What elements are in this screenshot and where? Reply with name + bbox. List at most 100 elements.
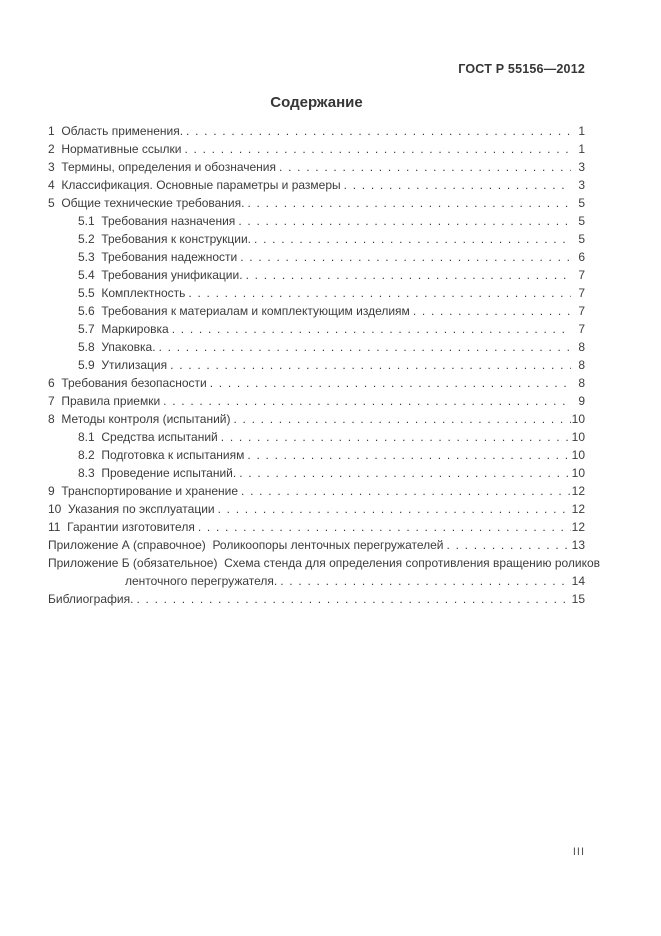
toc-entry: 10 Указания по эксплуатации. . . . . . .… bbox=[48, 500, 585, 518]
toc-entry: 5.5 Комплектность. . . . . . . . . . . .… bbox=[48, 284, 585, 302]
toc-entry-page: 5 bbox=[578, 232, 585, 246]
content-area: ГОСТ Р 55156—2012 Содержание 1 Область п… bbox=[48, 0, 600, 608]
toc-entry: 6 Требования безопасности. . . . . . . .… bbox=[48, 374, 585, 392]
toc-entry-label: 1 Область применения. bbox=[48, 124, 184, 138]
dot-leader: . . . . . . . . . . . . . . . . . . . . … bbox=[245, 268, 571, 282]
toc-entry-page: 10 bbox=[571, 466, 585, 480]
toc-entry-label: Библиография. bbox=[48, 592, 134, 606]
toc-entry-label: 5.8 Упаковка. bbox=[78, 340, 156, 354]
toc-entry: 11 Гарантии изготовителя. . . . . . . . … bbox=[48, 518, 585, 536]
toc-entry: 5.7 Маркировка. . . . . . . . . . . . . … bbox=[48, 320, 585, 338]
toc-entry-label: 5.3 Требования надежности bbox=[78, 250, 238, 264]
toc-entry-label: 5.2 Требования к конструкции. bbox=[78, 232, 252, 246]
toc-entry-label: 8 Методы контроля (испытаний) bbox=[48, 412, 231, 426]
toc-entry-label: 11 Гарантии изготовителя bbox=[48, 520, 195, 534]
toc-entry-label: 5.4 Требования унификации. bbox=[78, 268, 243, 282]
dot-leader: . . . . . . . . . . . . . . . . . . . . … bbox=[254, 232, 571, 246]
toc-entry: 8.1 Средства испытаний. . . . . . . . . … bbox=[48, 428, 585, 446]
toc-entry-label: 9 Транспортирование и хранение bbox=[48, 484, 239, 498]
page-number: III bbox=[572, 846, 585, 858]
toc-entry-page: 13 bbox=[571, 538, 585, 552]
toc-entry: 5.3 Требования надежности. . . . . . . .… bbox=[48, 248, 585, 266]
dot-leader: . . . . . . . . . . . . . . . . . . . . … bbox=[220, 430, 571, 444]
toc-entry-page: 5 bbox=[578, 214, 585, 228]
toc-entry: 4 Классификация. Основные параметры и ра… bbox=[48, 176, 585, 194]
dot-leader: . . . . . . . . . . . . . . . . . . . . … bbox=[238, 214, 571, 228]
dot-leader: . . . . . . . . . . . . . . . . . . . . … bbox=[279, 160, 571, 174]
toc-entry-page: 14 bbox=[571, 574, 585, 588]
toc-entry-page: 8 bbox=[578, 358, 585, 372]
toc-entry-page: 7 bbox=[578, 304, 585, 318]
dot-leader: . . . . . . . . . . . . . . . . . . . . … bbox=[171, 322, 571, 336]
dot-leader: . . . . . . . . . . . . . . . . . . . . … bbox=[239, 466, 571, 480]
toc-entry-label: 2 Нормативные ссылки bbox=[48, 142, 182, 156]
dot-leader: . . . . . . . . . . . . . . . . . . . . … bbox=[412, 304, 571, 318]
dot-leader: . . . . . . . . . . . . . . . . . . . . … bbox=[188, 286, 571, 300]
toc-entry: 5.9 Утилизация. . . . . . . . . . . . . … bbox=[48, 356, 585, 374]
dot-leader: . . . . . . . . . . . . . . . . . . . . … bbox=[217, 502, 571, 516]
toc-entry-page: 12 bbox=[571, 484, 585, 498]
toc-list: 1 Область применения.. . . . . . . . . .… bbox=[48, 122, 600, 608]
toc-entry-page: 7 bbox=[578, 268, 585, 282]
toc-entry: 8.3 Проведение испытаний.. . . . . . . .… bbox=[48, 464, 585, 482]
dot-leader: . . . . . . . . . . . . . . . . . . . . … bbox=[186, 124, 571, 138]
toc-entry-page: 10 bbox=[571, 412, 585, 426]
toc-entry-label: 5.9 Утилизация bbox=[78, 358, 168, 372]
dot-leader: . . . . . . . . . . . . . . . . . . . . … bbox=[241, 484, 571, 498]
toc-entry-label: 5.5 Комплектность bbox=[78, 286, 186, 300]
toc-entry: 5.2 Требования к конструкции.. . . . . .… bbox=[48, 230, 585, 248]
toc-entry: 9 Транспортирование и хранение. . . . . … bbox=[48, 482, 585, 500]
toc-entry-page: 6 bbox=[578, 250, 585, 264]
dot-leader: . . . . . . . . . . . . . . . . . . . . … bbox=[240, 250, 571, 264]
toc-entry: Приложение Б (обязательное) Схема стенда… bbox=[48, 554, 600, 572]
toc-entry-page: 15 bbox=[571, 592, 585, 606]
dot-leader: . . . . . . . . . . . . . . . . . . . . … bbox=[197, 520, 571, 534]
toc-entry-label: 5 Общие технические требования. bbox=[48, 196, 245, 210]
toc-entry-label: 7 Правила приемки bbox=[48, 394, 161, 408]
toc-entry-page: 8 bbox=[578, 340, 585, 354]
toc-entry: Приложение А (справочное) Роликоопоры ле… bbox=[48, 536, 585, 554]
toc-entry: 5 Общие технические требования.. . . . .… bbox=[48, 194, 585, 212]
dot-leader: . . . . . . . . . . . . . . . . . . . . … bbox=[446, 538, 571, 552]
toc-entry: 5.1 Требования назначения. . . . . . . .… bbox=[48, 212, 585, 230]
toc-entry: 5.4 Требования унификации.. . . . . . . … bbox=[48, 266, 585, 284]
toc-entry-page: 7 bbox=[578, 322, 585, 336]
toc-entry-page: 1 bbox=[578, 124, 585, 138]
toc-entry-page: 12 bbox=[571, 502, 585, 516]
toc-entry-label: 6 Требования безопасности bbox=[48, 376, 207, 390]
toc-entry-page: 3 bbox=[578, 160, 585, 174]
dot-leader: . . . . . . . . . . . . . . . . . . . . … bbox=[170, 358, 571, 372]
toc-entry-label: ленточного перегружателя. bbox=[125, 574, 278, 588]
dot-leader: . . . . . . . . . . . . . . . . . . . . … bbox=[136, 592, 571, 606]
toc-entry: 8 Методы контроля (испытаний). . . . . .… bbox=[48, 410, 585, 428]
toc-entry: Библиография.. . . . . . . . . . . . . .… bbox=[48, 590, 585, 608]
toc-entry-label: 8.3 Проведение испытаний. bbox=[78, 466, 237, 480]
toc-entry-page: 7 bbox=[578, 286, 585, 300]
toc-entry-page: 12 bbox=[571, 520, 585, 534]
toc-entry-label: 5.6 Требования к материалам и комплектую… bbox=[78, 304, 410, 318]
toc-entry-page: 1 bbox=[578, 142, 585, 156]
toc-entry-label: 8.1 Средства испытаний bbox=[78, 430, 218, 444]
dot-leader: . . . . . . . . . . . . . . . . . . . . … bbox=[247, 196, 571, 210]
toc-entry: 5.6 Требования к материалам и комплектую… bbox=[48, 302, 585, 320]
toc-entry-page: 9 bbox=[578, 394, 585, 408]
toc-entry-page: 10 bbox=[571, 448, 585, 462]
toc-entry: 8.2 Подготовка к испытаниям. . . . . . .… bbox=[48, 446, 585, 464]
toc-entry-label: 5.7 Маркировка bbox=[78, 322, 169, 336]
toc-entry-label: 10 Указания по эксплуатации bbox=[48, 502, 215, 516]
toc-entry-page: 5 bbox=[578, 196, 585, 210]
toc-entry-label: 5.1 Требования назначения bbox=[78, 214, 236, 228]
toc-entry-label: 3 Термины, определения и обозначения bbox=[48, 160, 277, 174]
dot-leader: . . . . . . . . . . . . . . . . . . . . … bbox=[280, 574, 571, 588]
dot-leader: . . . . . . . . . . . . . . . . . . . . … bbox=[184, 142, 571, 156]
toc-entry: 7 Правила приемки. . . . . . . . . . . .… bbox=[48, 392, 585, 410]
doc-number: ГОСТ Р 55156—2012 bbox=[458, 62, 585, 76]
page-title: Содержание bbox=[270, 94, 363, 111]
toc-entry-label: Приложение Б (обязательное) Схема стенда… bbox=[48, 556, 601, 570]
toc-entry-page: 8 bbox=[578, 376, 585, 390]
toc-entry: 5.8 Упаковка.. . . . . . . . . . . . . .… bbox=[48, 338, 585, 356]
toc-entry: 2 Нормативные ссылки. . . . . . . . . . … bbox=[48, 140, 585, 158]
dot-leader: . . . . . . . . . . . . . . . . . . . . … bbox=[247, 448, 571, 462]
toc-entry: 3 Термины, определения и обозначения. . … bbox=[48, 158, 585, 176]
